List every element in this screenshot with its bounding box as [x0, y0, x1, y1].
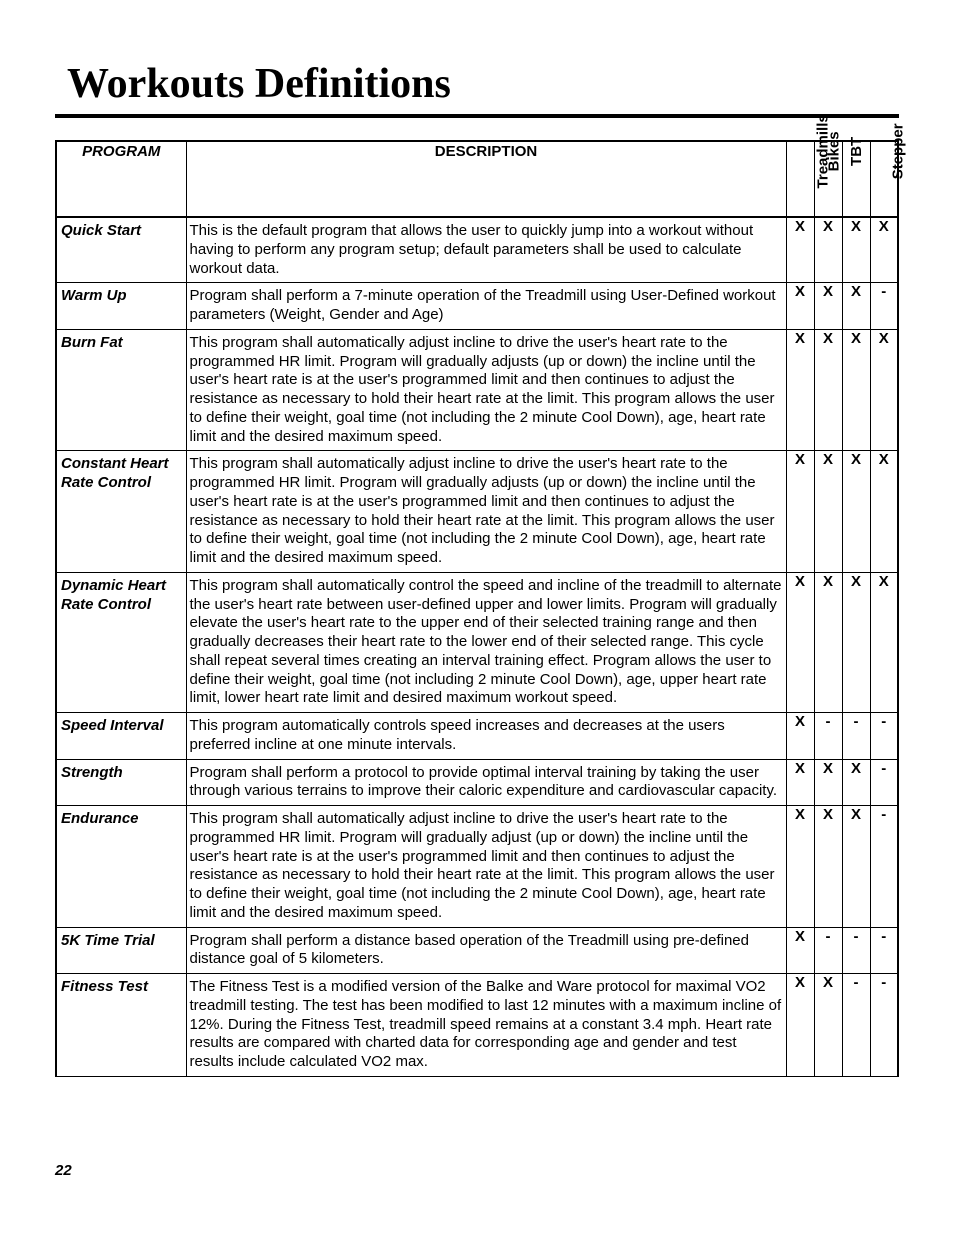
program-cell: 5K Time Trial — [56, 927, 186, 974]
equipment-cell: X — [814, 572, 842, 712]
equipment-cell: - — [870, 713, 898, 760]
equipment-cell: X — [870, 217, 898, 283]
equipment-cell: X — [814, 329, 842, 451]
table-row: Burn FatThis program shall automatically… — [56, 329, 898, 451]
col-header-program: PROGRAM — [56, 141, 186, 217]
description-cell: This program shall automatically control… — [186, 572, 786, 712]
equipment-cell: X — [870, 451, 898, 573]
equipment-cell: X — [814, 759, 842, 806]
equipment-cell: X — [870, 572, 898, 712]
col-header-description: DESCRIPTION — [186, 141, 786, 217]
col-header-stepper: Stepper — [870, 141, 898, 217]
table-row: Constant Heart Rate ControlThis program … — [56, 451, 898, 573]
equipment-cell: X — [842, 451, 870, 573]
equipment-cell: X — [814, 451, 842, 573]
equipment-cell: - — [870, 974, 898, 1077]
equipment-cell: X — [786, 329, 814, 451]
table-row: EnduranceThis program shall automaticall… — [56, 806, 898, 928]
equipment-cell: - — [870, 927, 898, 974]
equipment-cell: X — [842, 572, 870, 712]
equipment-cell: X — [786, 806, 814, 928]
description-cell: The Fitness Test is a modified version o… — [186, 974, 786, 1077]
table-header-row: PROGRAM DESCRIPTION Treadmills Bikes TBT… — [56, 141, 898, 217]
equipment-cell: - — [842, 974, 870, 1077]
table-row: Warm UpProgram shall perform a 7-minute … — [56, 283, 898, 330]
page-number: 22 — [55, 1162, 72, 1179]
program-cell: Warm Up — [56, 283, 186, 330]
page-title: Workouts Definitions — [67, 60, 899, 108]
equipment-cell: X — [814, 217, 842, 283]
equipment-cell: X — [842, 806, 870, 928]
table-row: 5K Time TrialProgram shall perform a dis… — [56, 927, 898, 974]
description-cell: Program shall perform a protocol to prov… — [186, 759, 786, 806]
equipment-cell: X — [870, 329, 898, 451]
program-cell: Constant Heart Rate Control — [56, 451, 186, 573]
equipment-cell: - — [870, 759, 898, 806]
equipment-cell: X — [814, 806, 842, 928]
description-cell: Program shall perform a distance based o… — [186, 927, 786, 974]
equipment-cell: - — [842, 713, 870, 760]
equipment-cell: X — [842, 283, 870, 330]
equipment-cell: - — [842, 927, 870, 974]
table-row: Speed IntervalThis program automatically… — [56, 713, 898, 760]
equipment-cell: - — [814, 927, 842, 974]
equipment-cell: X — [842, 217, 870, 283]
program-cell: Fitness Test — [56, 974, 186, 1077]
col-header-tbt: TBT — [842, 141, 870, 217]
equipment-cell: X — [786, 927, 814, 974]
equipment-cell: X — [786, 713, 814, 760]
program-cell: Endurance — [56, 806, 186, 928]
description-cell: This program shall automatically adjust … — [186, 329, 786, 451]
program-cell: Dynamic Heart Rate Control — [56, 572, 186, 712]
equipment-cell: X — [842, 759, 870, 806]
equipment-cell: X — [786, 217, 814, 283]
program-cell: Quick Start — [56, 217, 186, 283]
description-cell: This is the default program that allows … — [186, 217, 786, 283]
description-cell: This program shall automatically adjust … — [186, 806, 786, 928]
table-row: StrengthProgram shall perform a protocol… — [56, 759, 898, 806]
equipment-cell: X — [786, 451, 814, 573]
program-cell: Strength — [56, 759, 186, 806]
equipment-cell: X — [786, 283, 814, 330]
equipment-cell: - — [870, 806, 898, 928]
equipment-cell: X — [786, 572, 814, 712]
table-body: Quick StartThis is the default program t… — [56, 217, 898, 1076]
title-rule — [55, 114, 899, 118]
equipment-cell: X — [814, 283, 842, 330]
table-row: Quick StartThis is the default program t… — [56, 217, 898, 283]
col-header-treadmills: Treadmills — [786, 141, 814, 217]
program-cell: Burn Fat — [56, 329, 186, 451]
workouts-table: PROGRAM DESCRIPTION Treadmills Bikes TBT… — [55, 140, 899, 1077]
description-cell: This program shall automatically adjust … — [186, 451, 786, 573]
table-row: Dynamic Heart Rate ControlThis program s… — [56, 572, 898, 712]
page: Workouts Definitions PROGRAM DESCRIPTION… — [0, 0, 954, 1235]
equipment-cell: X — [842, 329, 870, 451]
equipment-cell: - — [814, 713, 842, 760]
equipment-cell: X — [814, 974, 842, 1077]
equipment-cell: - — [870, 283, 898, 330]
equipment-cell: X — [786, 759, 814, 806]
equipment-cell: X — [786, 974, 814, 1077]
description-cell: This program automatically controls spee… — [186, 713, 786, 760]
description-cell: Program shall perform a 7-minute operati… — [186, 283, 786, 330]
table-row: Fitness TestThe Fitness Test is a modifi… — [56, 974, 898, 1077]
program-cell: Speed Interval — [56, 713, 186, 760]
